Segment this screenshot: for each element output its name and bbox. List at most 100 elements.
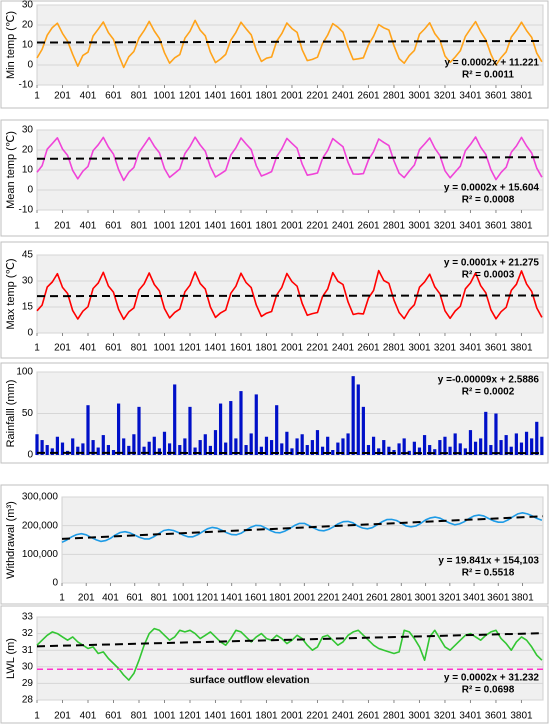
x-tick-label: 1601	[230, 91, 253, 102]
x-tick-label: 401	[102, 593, 119, 604]
x-tick-label: 2601	[357, 711, 380, 722]
y-tick-label: 45	[22, 250, 34, 261]
y-tick-label: -10	[19, 80, 34, 91]
x-tick-label: 1401	[204, 343, 227, 354]
y-tick-label: 0	[27, 60, 33, 71]
x-tick-label: 601	[105, 343, 122, 354]
x-tick-label: 2801	[383, 711, 406, 722]
bar	[229, 401, 233, 455]
x-tick-label: 2001	[293, 593, 316, 604]
bar	[479, 438, 483, 455]
x-tick-label: 1801	[255, 91, 278, 102]
bar	[224, 442, 228, 455]
x-tick-label: 2801	[383, 91, 406, 102]
bar	[315, 430, 320, 455]
bar	[183, 438, 187, 455]
x-tick-label: 2801	[383, 221, 406, 232]
y-axis-label: Max temp (℃)	[5, 258, 17, 329]
bar	[489, 445, 493, 455]
x-tick-label: 3001	[408, 221, 431, 232]
bar	[351, 376, 355, 455]
x-tick-label: 2401	[332, 221, 355, 232]
x-tick-label: 201	[54, 221, 71, 232]
y-tick-label: 20	[22, 145, 34, 156]
x-tick-label: 3401	[459, 91, 482, 102]
x-tick-label: 1401	[221, 593, 244, 604]
bar	[438, 440, 442, 455]
y-tick-label: 100	[16, 367, 33, 378]
x-tick-label: 1201	[179, 343, 202, 354]
bar	[514, 433, 518, 455]
x-tick-label: 1801	[255, 711, 278, 722]
bar	[147, 441, 151, 455]
x-tick-label: 1401	[204, 711, 227, 722]
x-tick-label: 3801	[510, 343, 533, 354]
x-tick-label: 1001	[153, 711, 176, 722]
x-tick-label: 2401	[342, 593, 365, 604]
bar	[458, 443, 462, 455]
x-tick-label: 3801	[510, 711, 533, 722]
trend-r2: R² = 0.0011	[462, 70, 514, 81]
bar	[203, 434, 207, 455]
bar	[290, 448, 294, 455]
trend-equation: y = 0.0001x + 21.275	[444, 258, 540, 269]
trend-equation: y =-0.00009x + 2.5886	[438, 375, 540, 386]
bar	[91, 440, 95, 455]
bar	[137, 406, 141, 455]
bar	[152, 436, 156, 455]
x-tick-label: 1401	[204, 221, 227, 232]
bar	[326, 436, 330, 455]
bar	[71, 438, 75, 455]
bar	[519, 442, 524, 455]
x-tick-label: 2401	[332, 91, 355, 102]
bar	[310, 440, 314, 455]
x-tick-label: 1201	[179, 221, 202, 232]
bar	[35, 434, 39, 455]
x-tick-label: 2601	[357, 91, 380, 102]
bar	[76, 446, 80, 455]
x-tick-label: 1201	[179, 91, 202, 102]
bar	[382, 440, 386, 455]
x-tick-label: 1001	[153, 221, 176, 232]
bar	[397, 443, 401, 455]
x-tick-label: 3001	[408, 343, 431, 354]
x-tick-label: 3801	[510, 221, 533, 232]
trend-line	[36, 294, 544, 298]
bar	[239, 391, 243, 455]
x-tick-label: 1201	[179, 711, 202, 722]
x-tick-label: 1601	[230, 343, 253, 354]
x-tick-label: 601	[126, 593, 143, 604]
x-tick-label: 601	[105, 221, 122, 232]
x-tick-label: 2601	[357, 221, 380, 232]
y-axis-label: LWL (m)	[5, 638, 17, 679]
x-tick-label: 801	[131, 711, 148, 722]
x-tick-label: 3001	[414, 593, 437, 604]
bar	[101, 435, 105, 455]
bar	[473, 441, 478, 455]
x-tick-label: 1801	[269, 593, 292, 604]
x-tick-label: 3601	[487, 593, 510, 604]
bar	[280, 443, 284, 455]
bar	[81, 443, 85, 455]
y-tick-label: 100,000	[22, 549, 59, 560]
y-tick-label: -10	[19, 205, 34, 216]
reference-label: surface outflow elevation	[190, 675, 310, 686]
y-tick-label: 30	[22, 125, 34, 136]
bar	[448, 446, 452, 455]
x-tick-label: 201	[54, 343, 71, 354]
bar	[346, 433, 350, 455]
x-tick-label: 3601	[485, 711, 508, 722]
y-tick-label: 31	[22, 645, 34, 656]
x-tick-label: 1001	[153, 91, 176, 102]
y-tick-label: 0	[27, 328, 33, 339]
bar	[157, 448, 161, 455]
x-tick-label: 2001	[281, 711, 304, 722]
bar	[341, 438, 345, 455]
x-tick-label: 1	[34, 91, 40, 102]
bar	[285, 431, 289, 455]
bar	[443, 436, 447, 455]
x-tick-label: 1801	[255, 343, 278, 354]
x-tick-label: 3001	[408, 91, 431, 102]
